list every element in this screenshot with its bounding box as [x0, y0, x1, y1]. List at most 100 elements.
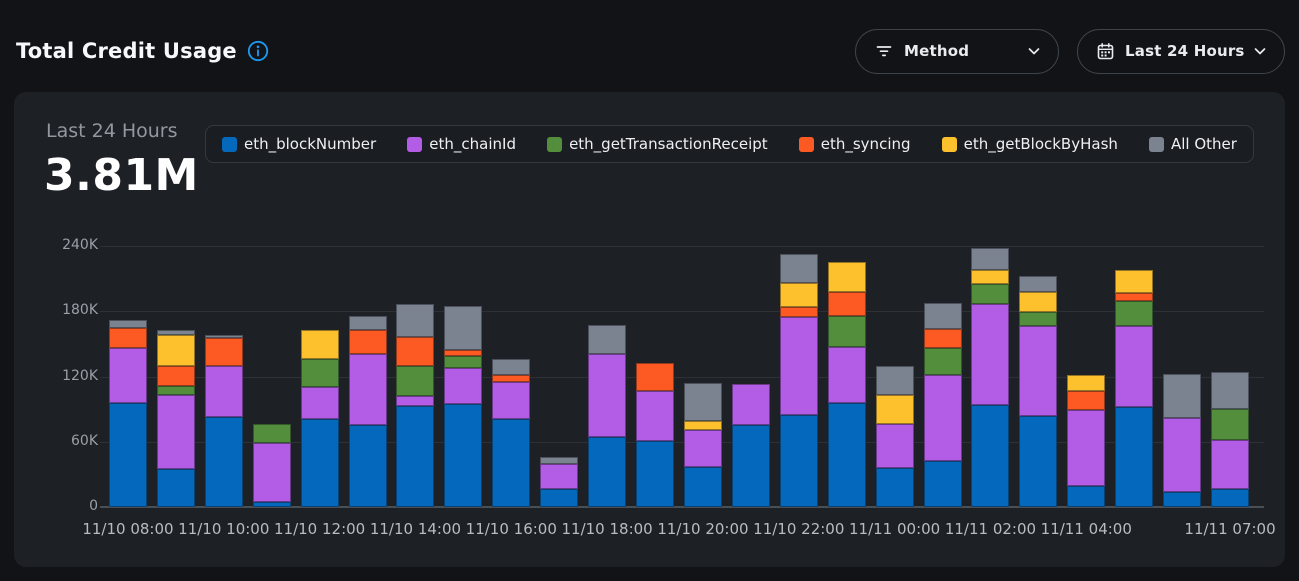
bar-segment-All Other[interactable]: [492, 359, 531, 376]
stacked-bar[interactable]: [779, 253, 818, 507]
bar-segment-All Other[interactable]: [108, 319, 147, 328]
bar-segment-eth_chainId[interactable]: [396, 396, 435, 406]
bar-segment-eth_getBlockByHash[interactable]: [300, 329, 339, 360]
bar-segment-All Other[interactable]: [1211, 372, 1250, 410]
bar-segment-eth_syncing[interactable]: [348, 329, 387, 354]
legend-item-eth_getTransactionReceipt[interactable]: eth_getTransactionReceipt: [547, 135, 768, 153]
bar-segment-eth_getBlockByHash[interactable]: [156, 335, 195, 366]
bar-segment-eth_blockNumber[interactable]: [827, 402, 866, 507]
bar-segment-eth_syncing[interactable]: [204, 338, 243, 366]
bar-segment-eth_blockNumber[interactable]: [300, 418, 339, 507]
stacked-bar[interactable]: [1211, 372, 1250, 507]
bar-segment-eth_blockNumber[interactable]: [636, 440, 675, 507]
stacked-bar[interactable]: [1019, 276, 1058, 507]
bar-segment-eth_blockNumber[interactable]: [875, 467, 914, 507]
bar-segment-eth_getTransactionReceipt[interactable]: [252, 424, 291, 443]
bar-segment-eth_blockNumber[interactable]: [731, 425, 770, 507]
bar-segment-All Other[interactable]: [779, 253, 818, 283]
stacked-bar[interactable]: [204, 335, 243, 507]
bar-segment-eth_chainId[interactable]: [348, 353, 387, 426]
bar-segment-eth_blockNumber[interactable]: [1163, 491, 1202, 507]
bar-segment-eth_syncing[interactable]: [827, 291, 866, 316]
bar-segment-eth_blockNumber[interactable]: [1211, 488, 1250, 507]
bar-segment-eth_chainId[interactable]: [1067, 410, 1106, 487]
bar-segment-eth_chainId[interactable]: [588, 353, 627, 438]
bar-segment-eth_chainId[interactable]: [636, 390, 675, 441]
bar-segment-eth_syncing[interactable]: [779, 306, 818, 317]
bar-segment-eth_syncing[interactable]: [636, 363, 675, 391]
bar-segment-eth_blockNumber[interactable]: [683, 466, 722, 507]
bar-segment-eth_chainId[interactable]: [204, 365, 243, 417]
bar-segment-eth_blockNumber[interactable]: [540, 488, 579, 507]
bar-segment-eth_chainId[interactable]: [779, 316, 818, 415]
stacked-bar[interactable]: [1115, 269, 1154, 507]
bar-segment-eth_blockNumber[interactable]: [1115, 406, 1154, 507]
bar-segment-All Other[interactable]: [1163, 374, 1202, 418]
stacked-bar[interactable]: [875, 365, 914, 507]
method-filter-dropdown[interactable]: Method: [855, 28, 1059, 74]
bar-segment-eth_getTransactionReceipt[interactable]: [1115, 301, 1154, 327]
bar-segment-eth_blockNumber[interactable]: [1067, 486, 1106, 507]
bar-segment-eth_getBlockByHash[interactable]: [1067, 375, 1106, 391]
stacked-bar[interactable]: [156, 329, 195, 507]
bar-segment-eth_chainId[interactable]: [1163, 417, 1202, 492]
bar-segment-eth_syncing[interactable]: [156, 365, 195, 387]
bar-segment-eth_getTransactionReceipt[interactable]: [1019, 312, 1058, 327]
bar-segment-eth_blockNumber[interactable]: [492, 418, 531, 507]
bar-segment-eth_chainId[interactable]: [1211, 439, 1250, 489]
info-icon[interactable]: [247, 40, 269, 62]
bar-segment-eth_blockNumber[interactable]: [204, 416, 243, 507]
stacked-bar[interactable]: [444, 305, 483, 507]
bar-segment-eth_chainId[interactable]: [156, 395, 195, 469]
bar-segment-eth_blockNumber[interactable]: [156, 468, 195, 507]
bar-segment-eth_blockNumber[interactable]: [108, 402, 147, 507]
bar-segment-eth_getTransactionReceipt[interactable]: [444, 355, 483, 368]
bar-segment-eth_chainId[interactable]: [492, 381, 531, 419]
bar-segment-All Other[interactable]: [204, 335, 243, 339]
bar-segment-eth_syncing[interactable]: [444, 350, 483, 356]
bar-segment-All Other[interactable]: [588, 325, 627, 354]
bar-segment-All Other[interactable]: [683, 383, 722, 422]
stacked-bar[interactable]: [396, 303, 435, 507]
bar-segment-eth_getBlockByHash[interactable]: [683, 421, 722, 430]
bar-segment-eth_getTransactionReceipt[interactable]: [1211, 409, 1250, 440]
bar-segment-eth_chainId[interactable]: [252, 442, 291, 502]
bar-segment-eth_getBlockByHash[interactable]: [779, 282, 818, 307]
stacked-bar[interactable]: [731, 384, 770, 507]
stacked-bar[interactable]: [636, 363, 675, 507]
bar-segment-eth_syncing[interactable]: [1067, 390, 1106, 411]
bar-segment-All Other[interactable]: [540, 457, 579, 464]
stacked-bar[interactable]: [827, 262, 866, 507]
bar-segment-eth_chainId[interactable]: [540, 463, 579, 489]
bar-segment-All Other[interactable]: [971, 248, 1010, 270]
bar-segment-eth_getTransactionReceipt[interactable]: [300, 359, 339, 388]
bar-segment-eth_chainId[interactable]: [444, 367, 483, 404]
bar-segment-eth_blockNumber[interactable]: [252, 501, 291, 507]
bar-segment-eth_getTransactionReceipt[interactable]: [396, 365, 435, 397]
bar-segment-eth_getBlockByHash[interactable]: [971, 269, 1010, 285]
time-range-dropdown[interactable]: Last 24 Hours: [1077, 28, 1285, 74]
bar-segment-eth_chainId[interactable]: [300, 387, 339, 419]
bar-segment-eth_blockNumber[interactable]: [923, 461, 962, 507]
bar-segment-eth_syncing[interactable]: [492, 375, 531, 382]
stacked-bar[interactable]: [1067, 375, 1106, 507]
bar-segment-eth_blockNumber[interactable]: [444, 403, 483, 507]
bar-segment-eth_getTransactionReceipt[interactable]: [923, 348, 962, 376]
bar-segment-All Other[interactable]: [156, 329, 195, 336]
stacked-bar[interactable]: [588, 325, 627, 507]
bar-segment-All Other[interactable]: [923, 302, 962, 329]
bar-segment-eth_blockNumber[interactable]: [588, 437, 627, 507]
bar-segment-eth_getBlockByHash[interactable]: [1019, 291, 1058, 313]
bar-segment-eth_syncing[interactable]: [396, 337, 435, 366]
bar-segment-eth_getBlockByHash[interactable]: [875, 395, 914, 425]
bar-segment-eth_syncing[interactable]: [108, 327, 147, 349]
bar-segment-eth_blockNumber[interactable]: [348, 425, 387, 507]
bar-segment-eth_getTransactionReceipt[interactable]: [827, 315, 866, 348]
bar-segment-All Other[interactable]: [875, 365, 914, 395]
bar-segment-eth_chainId[interactable]: [108, 348, 147, 403]
stacked-bar[interactable]: [348, 315, 387, 507]
stacked-bar[interactable]: [252, 424, 291, 507]
bar-segment-eth_blockNumber[interactable]: [971, 404, 1010, 507]
bar-segment-eth_blockNumber[interactable]: [396, 405, 435, 507]
stacked-bar[interactable]: [300, 329, 339, 507]
